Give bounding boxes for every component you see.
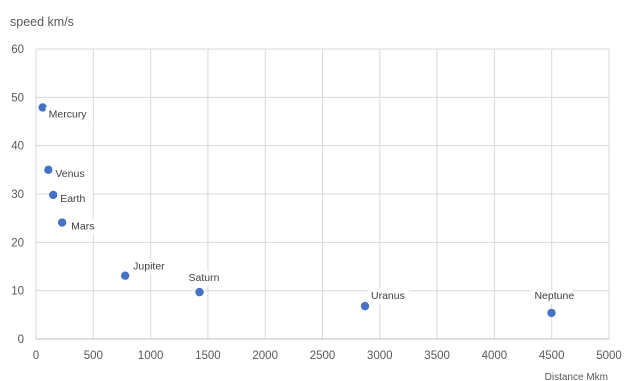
x-tick-label: 0 [33, 350, 39, 362]
y-tick-label: 0 [18, 334, 24, 346]
data-point [48, 190, 58, 200]
point-label: Earth [60, 193, 85, 205]
point-label-background [45, 106, 93, 123]
y-tick-label: 30 [11, 189, 24, 201]
point-label-background [57, 191, 93, 207]
y-axis-title: speed km/s [10, 15, 74, 29]
tick-labels: 0 10 20 30 40 50 60 0 500 1000 1500 2000 2500 3000 350… [11, 44, 622, 362]
point-label: Mars [71, 221, 94, 233]
point-label-background [185, 270, 227, 287]
y-tick-label: 10 [11, 286, 24, 298]
data-point [44, 165, 53, 175]
x-tick-label: 2500 [310, 350, 336, 362]
grid-lines [35, 48, 610, 339]
x-tick-label: 5000 [596, 350, 622, 362]
x-tick-label: 1500 [195, 350, 221, 362]
y-tick-label: 50 [11, 92, 24, 104]
x-tick-label: 4500 [539, 350, 565, 362]
point-label-background [52, 166, 88, 182]
point-label: Saturn [189, 272, 220, 284]
data-point [547, 308, 556, 318]
data-points [38, 103, 556, 318]
point-label: Mercury [49, 108, 88, 120]
point-label-background [68, 219, 98, 235]
data-point [195, 287, 204, 297]
point-label-background [531, 289, 573, 304]
point-label-background [368, 288, 410, 305]
data-point [38, 103, 47, 112]
point-label: Venus [55, 168, 84, 180]
point-label-background [130, 259, 178, 275]
x-tick-label: 2000 [252, 350, 278, 362]
y-tick-label: 60 [11, 44, 24, 56]
x-tick-label: 1000 [138, 350, 164, 362]
x-tick-label: 500 [84, 350, 103, 362]
data-point [57, 218, 67, 227]
point-labels: Mercury Venus Earth Mars Jupiter Saturn Uranus… [45, 106, 574, 305]
point-label: Neptune [534, 290, 574, 302]
point-label: Jupiter [133, 261, 165, 273]
x-axis-title: Distance Mkm [545, 372, 608, 381]
x-tick-label: 4000 [482, 350, 508, 362]
data-point [120, 271, 130, 280]
x-tick-label: 3000 [367, 350, 393, 362]
data-point [360, 301, 370, 311]
x-tick-label: 3500 [424, 350, 450, 362]
y-tick-label: 40 [11, 141, 24, 153]
y-tick-label: 20 [11, 237, 24, 249]
point-label: Uranus [371, 290, 405, 302]
